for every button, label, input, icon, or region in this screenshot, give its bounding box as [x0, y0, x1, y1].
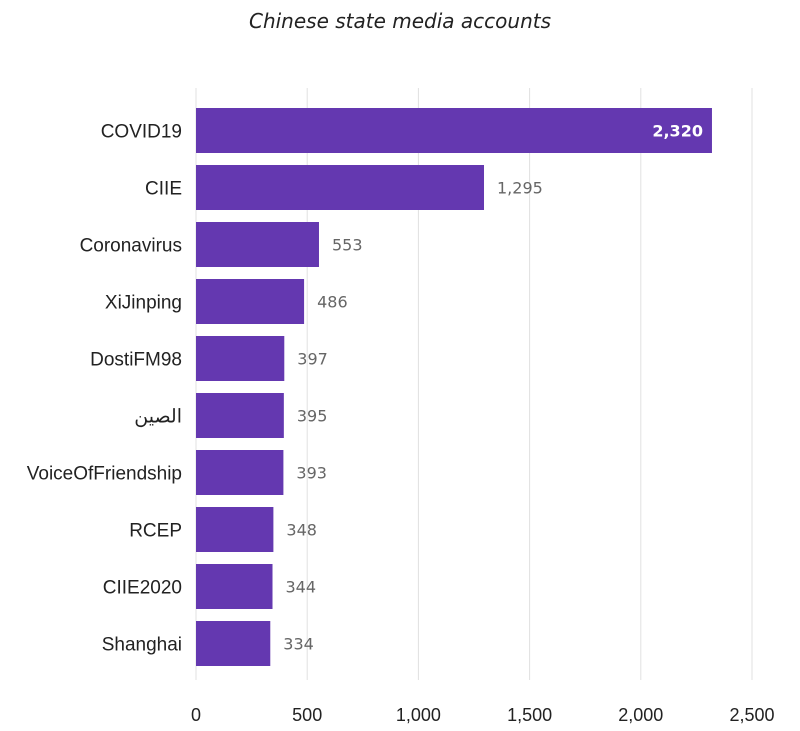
bar: [196, 621, 271, 666]
category-label: Shanghai: [102, 635, 182, 656]
value-labels: 2,320 1,295 553 486 397 395 393 348 344 334: [283, 122, 703, 654]
category-label: RCEP: [129, 521, 182, 542]
x-tick-label: 1,000: [396, 705, 441, 725]
value-label: 2,320: [652, 122, 703, 141]
bar: [196, 108, 712, 153]
bar: [196, 507, 274, 552]
bars: [196, 108, 712, 666]
category-label: DostiFM98: [90, 350, 182, 371]
category-label: Coronavirus: [80, 236, 182, 257]
x-tick-label: 2,500: [729, 705, 774, 725]
value-label: 393: [296, 464, 327, 483]
bar: [196, 165, 485, 210]
value-label: 486: [317, 293, 348, 312]
chart-title: Chinese state media accounts: [249, 9, 551, 33]
bar: [196, 450, 284, 495]
category-labels: COVID19 CIIE Coronavirus XiJinping DostiFM98…: [27, 122, 182, 656]
x-tick-label: 1,500: [507, 705, 552, 725]
value-label: 1,295: [497, 179, 543, 198]
x-tick-labels: 0 500 1,000 1,500 2,000 2,500: [191, 705, 775, 725]
bar: [196, 222, 319, 267]
category-label: الصين: [134, 407, 182, 428]
x-tick-label: 2,000: [618, 705, 663, 725]
value-label: 348: [286, 521, 317, 540]
category-label: CIIE2020: [103, 578, 182, 599]
value-label: 397: [297, 350, 328, 369]
value-label: 553: [332, 236, 363, 255]
value-label: 395: [297, 407, 328, 426]
category-label: COVID19: [101, 122, 182, 143]
value-label: 334: [283, 635, 314, 654]
bar: [196, 336, 285, 381]
category-label: VoiceOfFriendship: [27, 464, 182, 485]
bar: [196, 279, 305, 324]
x-tick-label: 0: [191, 705, 201, 725]
value-label: 344: [286, 578, 317, 597]
category-label: XiJinping: [105, 293, 182, 314]
x-tick-label: 500: [292, 705, 322, 725]
bar: [196, 393, 284, 438]
category-label: CIIE: [145, 179, 182, 200]
bar: [196, 564, 273, 609]
